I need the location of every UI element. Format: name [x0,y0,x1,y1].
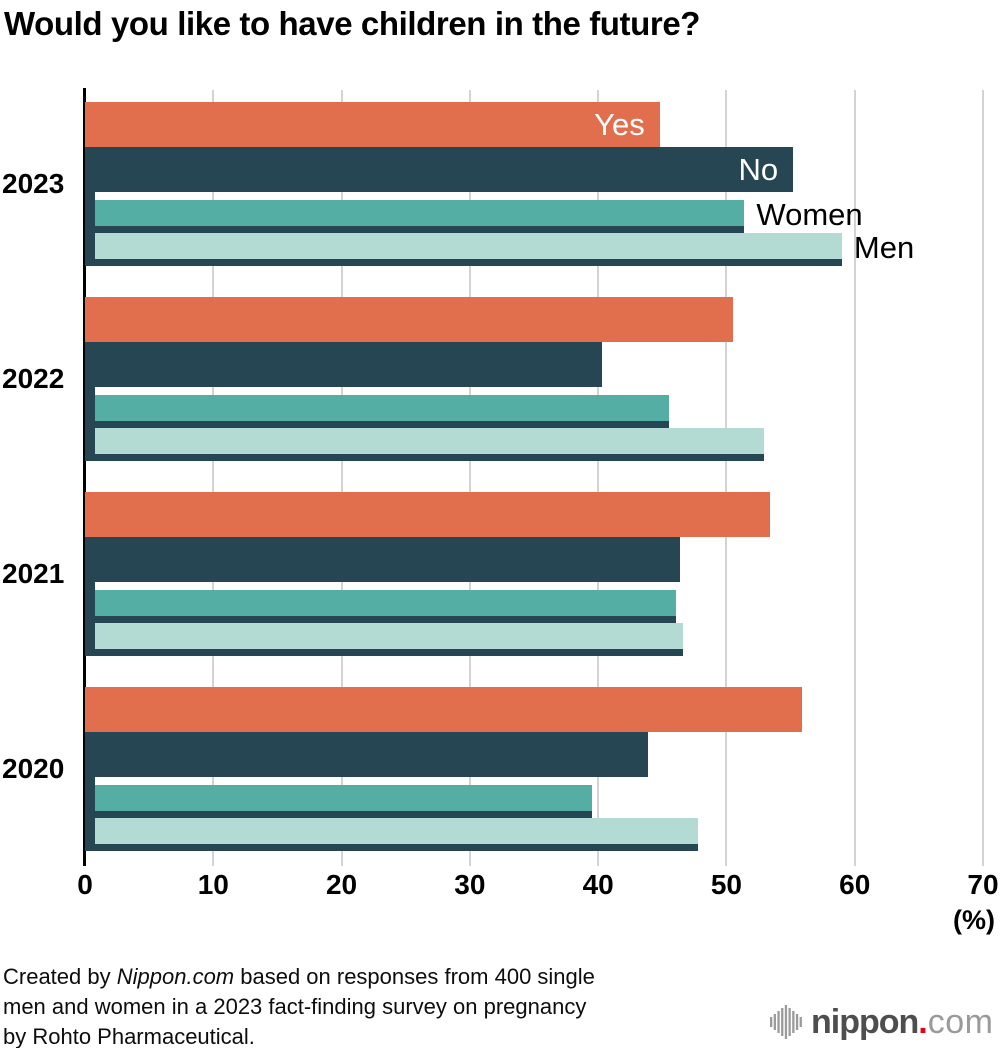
bar-women-2023 [95,200,745,233]
bar-no-2023 [85,147,794,192]
category-label-2023: 2023 [2,168,65,199]
gridline-10 [212,90,215,866]
category-label-2020: 2020 [2,753,65,784]
bar-women-2021 [95,590,677,623]
x-axis-unit-label: (%) [953,905,995,935]
series-label-women: Women [756,197,863,232]
footer-line-3: by Rohto Pharmaceutical. [3,1024,255,1048]
x-tick-label-60: 60 [839,869,871,900]
footer-source-note: Created by Nippon.com based on responses… [3,962,595,1048]
bar-group-2022 [85,297,983,461]
category-label-2022: 2022 [2,363,65,394]
bar-group-2020 [85,687,983,851]
y-axis-line [83,88,86,866]
nippon-com-logo: nippon. com [770,1002,993,1042]
bar-group-2021 [85,492,983,656]
bar-shadow-spine-2021 [85,582,95,656]
bar-women-2020 [95,785,592,818]
plot-area: 0 10 20 30 40 50 60 70 Yes No Women Men [77,0,999,940]
footer-text: Created by [3,964,117,989]
bar-yes-2023 [85,102,660,147]
bar-men-2021 [95,623,683,656]
x-tick-label-30: 30 [454,869,486,900]
bar-no-2020 [85,732,649,777]
gridline-20 [340,90,343,866]
gridline-70 [982,90,984,866]
logo-text-com: com [927,1002,994,1041]
footer-line-1: Created by Nippon.com based on responses… [3,962,595,992]
bar-yes-2020 [85,687,803,732]
bar-group-2023: Yes No Women Men [85,102,983,266]
series-label-no: No [738,152,779,187]
gridline-40 [597,90,600,866]
bar-shadow-spine-2020 [85,777,95,851]
bar-shadow-spine-2023 [85,192,95,266]
bar-yes-2021 [85,492,771,537]
chart-title: Would you like to have children in the f… [4,5,701,42]
gridline-30 [468,90,471,866]
gridline-50 [725,90,728,866]
series-label-men: Men [853,230,915,265]
x-tick-label-40: 40 [582,869,614,900]
bar-yes-2022 [85,297,733,342]
gridline-60 [853,90,856,866]
x-tick-label-70: 70 [967,869,999,900]
x-tick-label-50: 50 [710,869,742,900]
x-tick-label-20: 20 [325,869,358,900]
footer-text: based on responses from 400 single [234,964,595,989]
logo-dot: . [918,1002,928,1041]
x-tick-label-0: 0 [77,869,93,900]
bar-men-2023 [95,233,842,266]
footer-line-2: men and women in a 2023 fact-finding sur… [3,994,587,1019]
footer-brand: Nippon.com [116,964,235,989]
bar-no-2021 [85,537,681,582]
series-label-yes: Yes [594,107,645,142]
bar-women-2022 [95,395,669,428]
bar-no-2022 [85,342,602,387]
soundwave-icon [770,1005,802,1039]
logo-text-nippon: nippon [811,1002,919,1041]
bar-men-2022 [95,428,764,461]
bar-shadow-spine-2022 [85,387,95,461]
x-tick-label-10: 10 [197,869,229,900]
category-label-2021: 2021 [2,558,65,589]
bar-men-2020 [95,818,699,851]
